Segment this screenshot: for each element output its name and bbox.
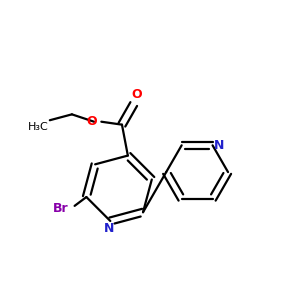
Text: O: O <box>86 115 97 128</box>
Text: N: N <box>104 223 114 236</box>
Text: Br: Br <box>53 202 69 215</box>
Text: O: O <box>131 88 142 101</box>
Text: H₃C: H₃C <box>28 122 48 132</box>
Text: N: N <box>214 139 224 152</box>
